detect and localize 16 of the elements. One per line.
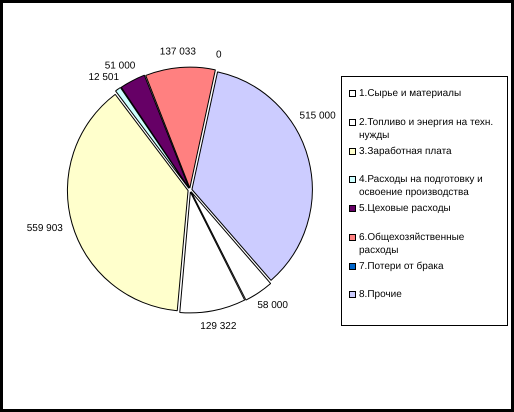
legend-label: 3.Заработная плата [359,144,452,158]
data-label: 12 501 [88,72,120,84]
legend-label: 8.Прочие [359,288,402,302]
data-label: 559 903 [26,222,64,234]
data-label: 137 033 [160,46,196,58]
legend-label: 5.Цеховые расходы [359,202,451,215]
legend-label: 2.Топливо и энергия на техн. нужды [359,116,494,142]
legend-label: 7.Потери от брака [359,260,444,272]
text: 0 [216,49,222,60]
data-label: 129 322 [200,320,237,332]
data-label: 58 000 [257,300,288,311]
legend-label: 6.Общехозяйственные расходы [359,230,466,257]
legend-label: 1.Сырье и материалы [359,87,462,100]
legend-label: 4.Расходы на подготовку и освоение производства [359,173,484,200]
data-label: 515 000 [300,110,336,122]
data-label: 51 000 [104,60,136,72]
